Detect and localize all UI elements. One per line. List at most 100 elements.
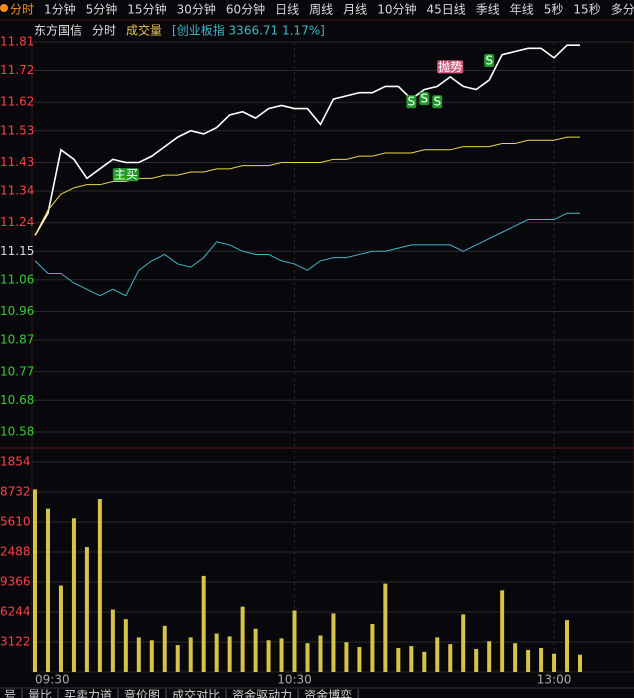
y-tick-label: 10.58 (0, 425, 34, 439)
volume-bar (305, 643, 310, 672)
volume-bar (201, 575, 206, 672)
volume-bar (331, 613, 336, 672)
volume-bar (123, 619, 128, 672)
bottom-tab[interactable]: 资金驱动力 (232, 688, 292, 698)
volume-tick-label: 2488 (0, 545, 31, 559)
toolbar-tab[interactable]: 15分钟 (127, 2, 166, 17)
volume-bar (240, 606, 245, 672)
annotation-label: S (407, 95, 415, 109)
volume-bar (136, 637, 141, 672)
toolbar-tab[interactable]: 季线 (476, 3, 500, 17)
bottom-tab[interactable]: 量比 (28, 689, 52, 698)
y-tick-label: 10.68 (0, 393, 34, 407)
volume-tick-label: 5610 (0, 515, 31, 529)
y-tick-label: 11.06 (0, 272, 34, 286)
header: 东方国信 分时 成交量 [创业板指 3366.71 1.17%] (34, 23, 325, 38)
volume-bar (58, 585, 63, 672)
price-line (34, 136, 580, 236)
toolbar-tab[interactable]: 5分钟 (86, 2, 118, 17)
toolbar-tab[interactable]: 15秒 (573, 3, 600, 17)
volume-tick-label: 6244 (0, 605, 31, 619)
volume-bar (578, 654, 582, 672)
volume-bar (370, 623, 375, 672)
annotation-box (484, 54, 495, 68)
volume-bar (214, 633, 219, 672)
bottom-tab[interactable]: 买卖力道 (64, 689, 112, 698)
toolbar-tab[interactable]: 日线 (275, 3, 299, 17)
bottom-tab[interactable]: 号 (4, 689, 16, 698)
volume-bar (513, 643, 518, 672)
toolbar-tab[interactable]: 5秒 (544, 3, 564, 17)
header-stock: 东方国信 (34, 23, 82, 38)
toolbar-tab[interactable]: 分时 (10, 3, 34, 17)
volume-bar (33, 489, 37, 672)
y-tick-label: 11.81 (0, 35, 34, 49)
volume-bar (500, 590, 505, 672)
volume-bar (565, 620, 570, 672)
volume-bar (539, 647, 544, 672)
volume-tick-label: 3122 (0, 635, 31, 649)
header-index: [创业板指 3366.71 1.17%] (172, 23, 325, 38)
bottom-tab[interactable]: 资金博弈 (304, 688, 352, 698)
annotation-box (419, 92, 430, 106)
annotation-box (432, 95, 443, 109)
y-tick-label: 10.87 (0, 333, 34, 347)
active-tab-icon (0, 4, 8, 12)
volume-bar (149, 640, 154, 672)
toolbar-tab[interactable]: 周线 (309, 3, 333, 17)
y-tick-label: 11.24 (0, 215, 34, 229)
y-tick-label: 11.72 (0, 63, 34, 77)
volume-bar (292, 610, 297, 672)
toolbar-tab[interactable]: 60分钟 (226, 2, 265, 17)
volume-bar (97, 499, 102, 672)
volume-bar (396, 647, 401, 672)
y-tick-label: 11.53 (0, 123, 34, 137)
y-tick-label: 10.96 (0, 304, 34, 318)
annotation-label: S (485, 54, 493, 68)
volume-bar (279, 638, 284, 672)
toolbar-tab[interactable]: 10分钟 (377, 2, 416, 17)
volume-tick-label: 8732 (0, 485, 31, 499)
volume-bar (526, 649, 531, 672)
volume-bar (422, 651, 427, 672)
toolbar-tab[interactable]: 年线 (510, 3, 534, 17)
volume-bar (552, 653, 557, 672)
volume-bar (318, 635, 323, 672)
volume-bar (474, 648, 479, 672)
bottom-tab[interactable]: 成交对比 (172, 688, 220, 698)
toolbar-tab[interactable]: 30分钟 (177, 2, 216, 17)
y-tick-label: 10.77 (0, 364, 34, 378)
y-tick-label: 11.34 (0, 184, 34, 198)
header-mode: 分时 (92, 24, 116, 38)
toolbar-tab[interactable]: 1分钟 (44, 2, 76, 17)
annotation-box (406, 95, 417, 109)
volume-bar (448, 644, 453, 672)
annotation-box (437, 60, 464, 74)
volume-bar (357, 647, 362, 672)
volume-bar (110, 609, 115, 672)
volume-bar (409, 646, 414, 672)
toolbar: 分时 1分钟 5分钟 15分钟 30分钟 60分钟 日线 周线 月线 10分钟 45日线 季线 年线 5秒… (10, 2, 634, 17)
volume-tick-label: 1854 (0, 455, 31, 469)
annotation-box (112, 168, 139, 182)
bottom-tab[interactable]: 竞价图 (124, 689, 160, 698)
price-line (34, 44, 580, 236)
volume-bar (227, 636, 232, 672)
volume-bar (461, 614, 466, 672)
volume-bar (162, 625, 167, 672)
annotation-label: 抛势 (438, 59, 462, 74)
toolbar-tab[interactable]: 多分时 (611, 3, 634, 17)
price-line (34, 212, 580, 297)
y-tick-label: 11.62 (0, 95, 34, 109)
toolbar-tab[interactable]: 月线 (343, 3, 367, 17)
toolbar-tab[interactable]: 45日线 (426, 3, 465, 17)
volume-bar (71, 518, 76, 672)
volume-bar (175, 645, 180, 672)
volume-bar (344, 642, 349, 672)
volume-bar (45, 508, 50, 672)
annotation-label: S (433, 95, 441, 109)
volume-bar (487, 641, 492, 672)
x-tick-label: 13:00 (537, 673, 572, 687)
